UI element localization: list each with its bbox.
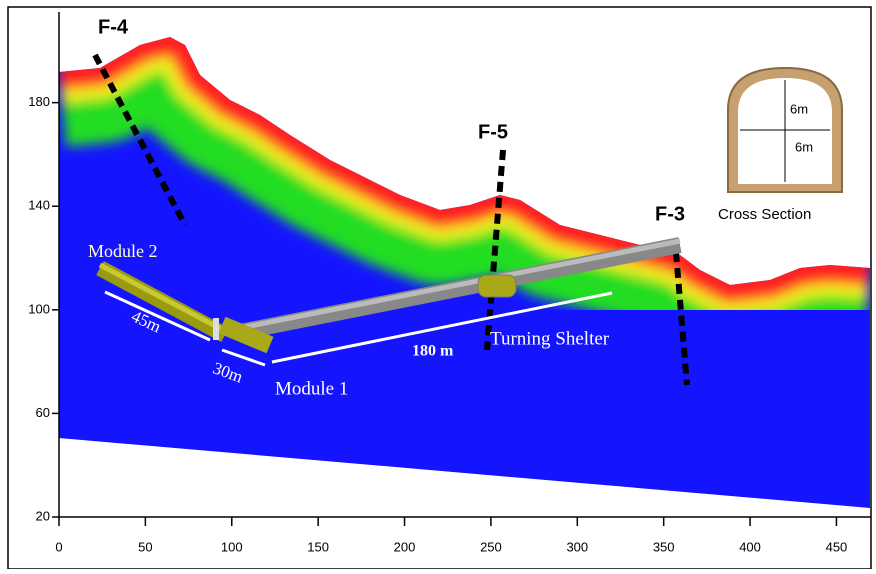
x-tick-label: 450 [826, 539, 848, 554]
y-tick-label: 100 [28, 301, 50, 316]
x-tick-label: 400 [739, 539, 761, 554]
x-tick-label: 250 [480, 539, 502, 554]
x-tick-label: 150 [307, 539, 329, 554]
label: Module 2 [88, 241, 158, 261]
x-tick-label: 200 [394, 539, 416, 554]
inset-label: 6m [790, 101, 808, 116]
y-tick-label: 140 [28, 198, 50, 213]
x-tick-label: 50 [138, 539, 152, 554]
fault-label: F-3 [655, 203, 685, 225]
tunnels [96, 237, 682, 354]
fault-label: F-5 [478, 121, 508, 143]
inset-label: 6m [795, 139, 813, 154]
label: 180 m [412, 343, 454, 360]
cross-section-inset [727, 66, 843, 193]
y-tick-label: 180 [28, 94, 50, 109]
x-tick-label: 100 [221, 539, 243, 554]
x-tick-label: 300 [566, 539, 588, 554]
y-tick-label: 60 [36, 405, 50, 420]
y-tick-label: 20 [36, 508, 50, 523]
inset-caption: Cross Section [718, 206, 811, 223]
fault-label: F-4 [98, 16, 129, 38]
x-tick-label: 350 [653, 539, 675, 554]
x-tick-label: 0 [55, 539, 62, 554]
dimension-arrows [104, 290, 613, 367]
label: Module 1 [275, 378, 348, 399]
label: Turning Shelter [490, 328, 610, 349]
